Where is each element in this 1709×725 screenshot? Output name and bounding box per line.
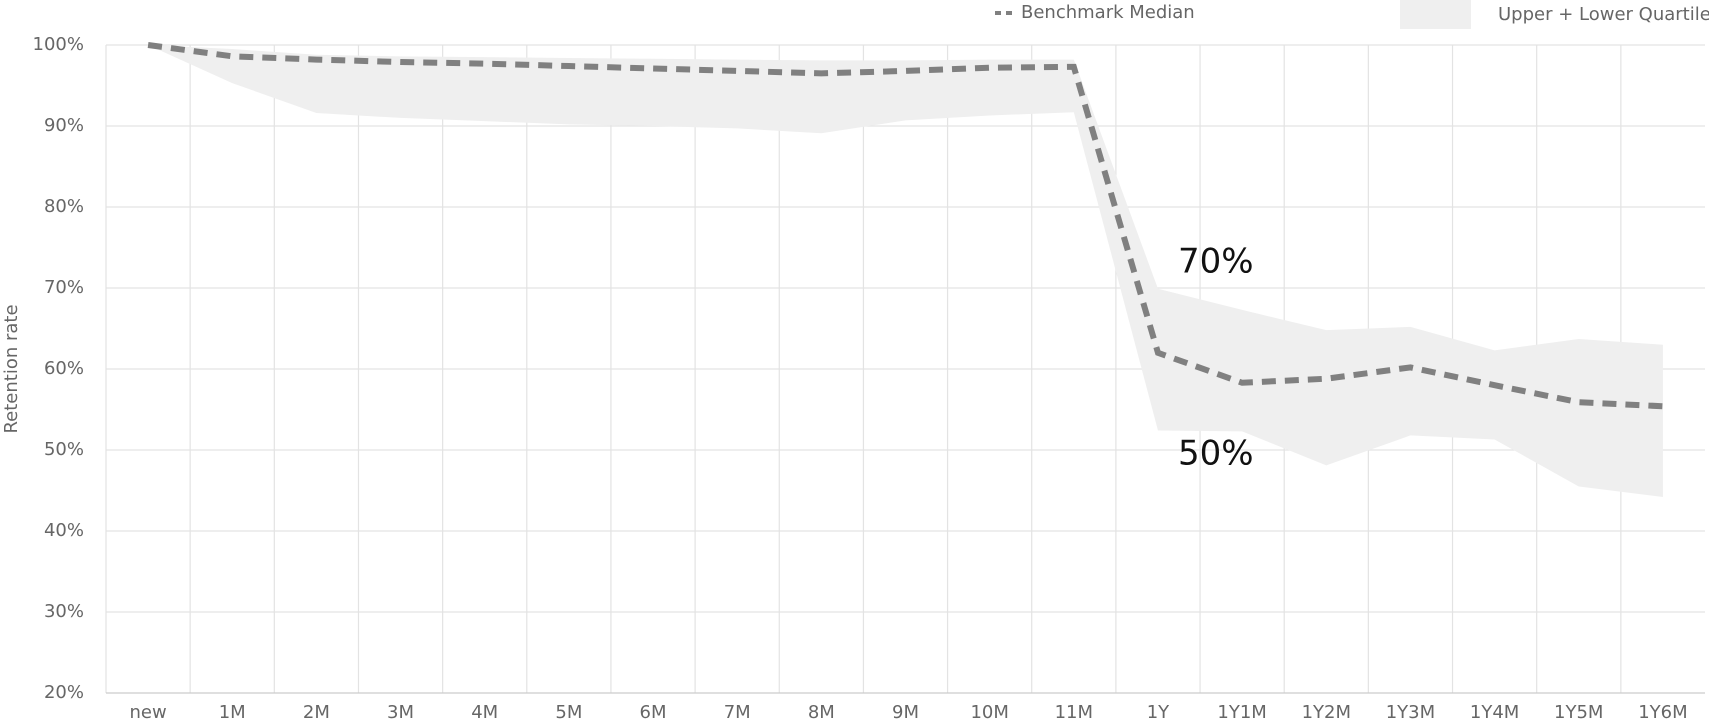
x-tick-label: 1Y4M: [1470, 702, 1519, 723]
x-tick-label: 7M: [724, 702, 751, 723]
x-tick-label: 11M: [1055, 702, 1093, 723]
y-tick-label: 100%: [33, 34, 84, 55]
x-tick-label: 1Y5M: [1554, 702, 1603, 723]
x-tick-label: 4M: [471, 702, 498, 723]
y-tick-label: 60%: [44, 358, 84, 379]
quartile-band: [148, 45, 1663, 497]
legend-swatch: [1400, 0, 1471, 29]
x-tick-label: 1M: [219, 702, 246, 723]
x-tick-label: 9M: [892, 702, 919, 723]
x-tick-label: new: [129, 702, 166, 723]
x-tick-label: 6M: [640, 702, 667, 723]
legend-label: Benchmark Median: [1021, 2, 1195, 23]
x-tick-label: 1Y1M: [1217, 702, 1266, 723]
x-tick-label: 3M: [387, 702, 414, 723]
y-tick-label: 90%: [44, 115, 84, 136]
x-tick-label: 1Y6M: [1638, 702, 1687, 723]
y-tick-label: 20%: [44, 682, 84, 703]
y-tick-label: 40%: [44, 520, 84, 541]
y-axis-label: Retention rate: [1, 304, 22, 433]
annotation: 50%: [1178, 434, 1254, 474]
median-line: [147, 42, 1664, 410]
x-tick-label: 1Y3M: [1386, 702, 1435, 723]
x-tick-label: 1Y2M: [1302, 702, 1351, 723]
y-tick-label: 70%: [44, 277, 84, 298]
annotation: 70%: [1178, 242, 1254, 282]
x-tick-label: 5M: [555, 702, 582, 723]
y-tick-label: 80%: [44, 196, 84, 217]
legend-label: Upper + Lower Quartiles: [1498, 4, 1709, 25]
x-tick-label: 2M: [303, 702, 330, 723]
y-tick-label: 50%: [44, 439, 84, 460]
x-tick-label: 10M: [970, 702, 1008, 723]
x-tick-label: 8M: [808, 702, 835, 723]
y-tick-label: 30%: [44, 601, 84, 622]
x-tick-label: 1Y: [1147, 702, 1170, 723]
